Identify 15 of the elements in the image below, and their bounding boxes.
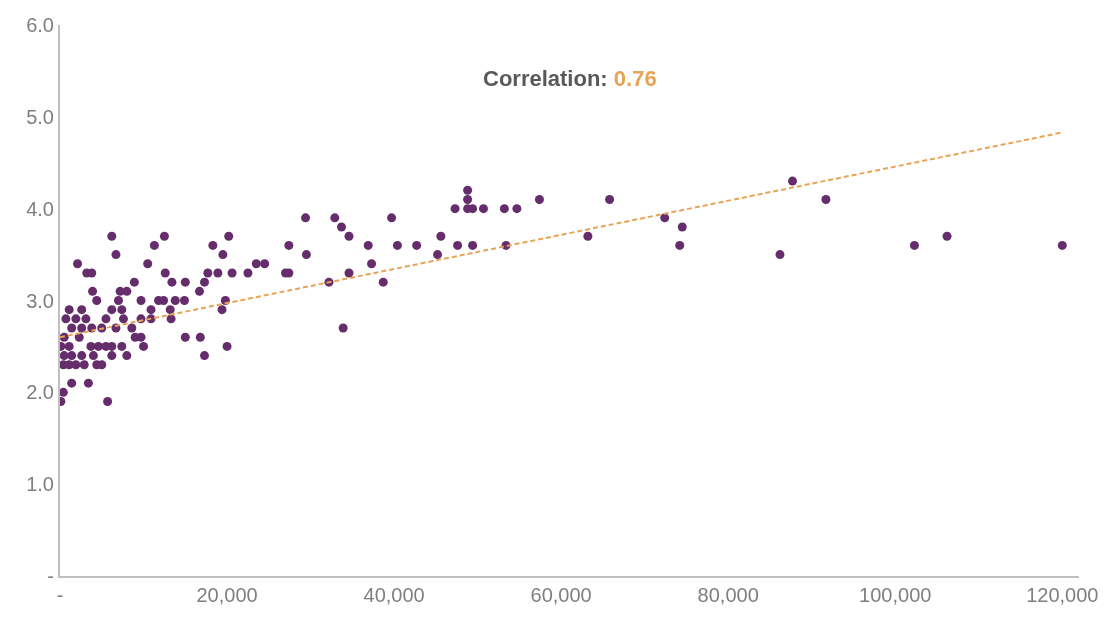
annotation: 0.76 <box>613 66 657 91</box>
x-tick-label: 40,000 <box>363 584 425 606</box>
y-tick-label: 5.0 <box>26 105 54 128</box>
y-tick-label: 3.0 <box>26 289 54 312</box>
y-tick-label: 1.0 <box>26 473 54 496</box>
x-tick-label: 120,000 <box>1026 584 1099 606</box>
y-tick-label: 2.0 <box>26 381 54 404</box>
x-tick-label: 80,000 <box>697 584 759 606</box>
x-tick-label: 20,000 <box>196 584 258 606</box>
y-tick-label: - <box>47 565 54 587</box>
x-tick-label: 100,000 <box>859 584 932 606</box>
x-tick-label: 60,000 <box>530 584 592 606</box>
y-tick-label: 4.0 <box>26 197 54 220</box>
annotation: Correlation: <box>483 66 608 91</box>
y-tick-label: 6.0 <box>26 14 54 36</box>
